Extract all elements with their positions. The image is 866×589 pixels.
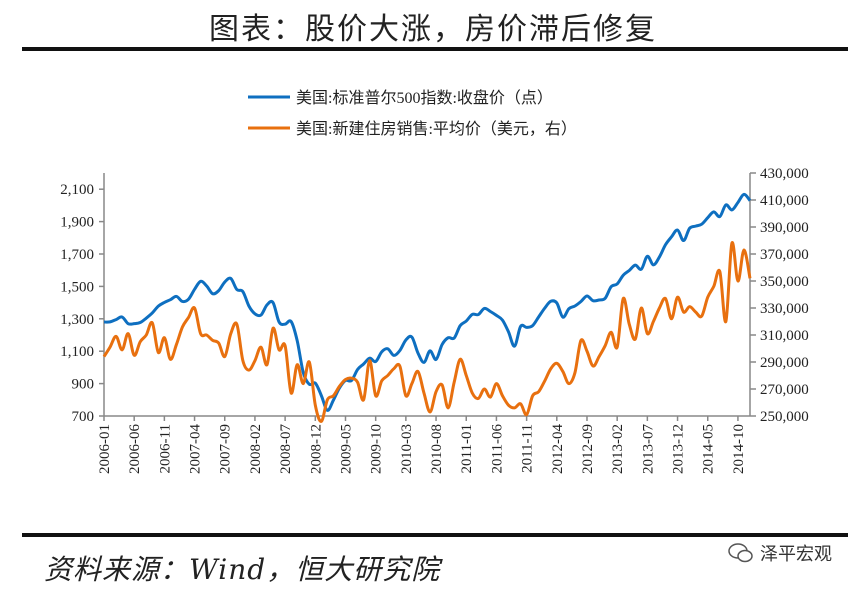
wechat-icon xyxy=(728,543,753,563)
x-tick-label: 2013-07 xyxy=(640,424,656,474)
left-tick-label: 700 xyxy=(72,409,95,425)
figure-title: 图表：股价大涨，房价滞后修复 xyxy=(209,12,657,47)
x-tick-label: 2014-10 xyxy=(731,424,747,474)
right-tick-label: 410,000 xyxy=(760,193,809,209)
x-tick-label: 2012-09 xyxy=(580,424,596,474)
x-tick-label: 2013-02 xyxy=(610,424,626,474)
top-rule xyxy=(22,47,848,51)
x-tick-label: 2006-06 xyxy=(127,424,143,474)
legend-label-home-price: 美国:新建住房销售:平均价（美元，右） xyxy=(296,120,577,138)
x-tick-label: 2011-01 xyxy=(459,424,475,473)
left-tick-label: 2,100 xyxy=(60,182,94,198)
watermark-text: 泽平宏观 xyxy=(760,544,832,565)
x-tick-label: 2009-10 xyxy=(369,424,385,474)
legend-label-sp500: 美国:标准普尔500指数:收盘价（点） xyxy=(296,88,553,107)
left-tick-label: 1,300 xyxy=(60,312,94,328)
x-tick-label: 2006-01 xyxy=(97,424,113,474)
right-tick-label: 270,000 xyxy=(760,382,809,398)
bottom-rule xyxy=(22,533,848,537)
x-tick-label: 2011-11 xyxy=(520,424,536,473)
right-tick-label: 350,000 xyxy=(760,274,809,290)
legend: 美国:标准普尔500指数:收盘价（点） 美国:新建住房销售:平均价（美元，右） xyxy=(248,88,577,138)
left-tick-label: 1,500 xyxy=(60,279,94,295)
x-tick-label: 2008-02 xyxy=(248,424,264,474)
right-tick-label: 310,000 xyxy=(760,328,809,344)
x-tick-label: 2012-04 xyxy=(550,424,566,474)
left-tick-label: 1,700 xyxy=(60,247,94,263)
right-tick-label: 390,000 xyxy=(760,220,809,236)
x-tick-label: 2010-08 xyxy=(429,424,445,474)
x-tick-label: 2009-05 xyxy=(338,424,354,474)
x-tick-label: 2014-05 xyxy=(701,424,717,474)
x-tick-label: 2013-12 xyxy=(671,424,687,474)
left-tick-label: 1,100 xyxy=(60,344,94,360)
watermark: 泽平宏观 xyxy=(728,540,832,566)
x-tick-label: 2006-11 xyxy=(157,424,173,473)
x-tick-label: 2007-09 xyxy=(218,424,234,474)
source-note: 资料来源：Wind，恒大研究院 xyxy=(44,553,441,586)
x-tick-label: 2008-07 xyxy=(278,424,294,474)
left-tick-label: 1,900 xyxy=(60,215,94,231)
x-tick-label: 2011-06 xyxy=(489,424,505,474)
x-tick-label: 2010-03 xyxy=(399,424,415,474)
series-line-sp500 xyxy=(103,192,752,412)
left-tick-label: 900 xyxy=(72,377,95,393)
right-tick-label: 370,000 xyxy=(760,247,809,263)
right-tick-label: 430,000 xyxy=(760,166,809,182)
right-tick-label: 290,000 xyxy=(760,355,809,371)
right-tick-label: 250,000 xyxy=(760,409,809,425)
x-tick-label: 2007-04 xyxy=(188,424,204,474)
x-tick-label: 2008-12 xyxy=(308,424,324,474)
right-tick-label: 330,000 xyxy=(760,301,809,317)
series-line-home-price xyxy=(102,241,752,423)
